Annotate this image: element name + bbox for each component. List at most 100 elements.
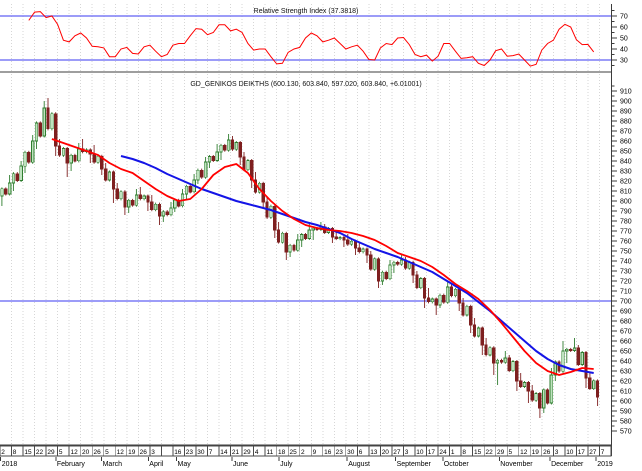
week-cell [160, 445, 174, 457]
price-tick-label: 670 [620, 329, 632, 336]
candle-up [549, 374, 554, 404]
gridlines [11, 4, 600, 445]
candle-up [127, 200, 131, 208]
candle-up [476, 327, 481, 337]
candle-up [69, 154, 73, 164]
price-panel-title: GD_GENIKOS DEIKTHS (600.130, 603.840, 59… [190, 81, 421, 88]
candle-down [38, 122, 42, 137]
candle-down [4, 188, 8, 195]
candle-down [250, 160, 254, 181]
candle-up [61, 148, 66, 156]
year-label: 2018 [2, 461, 18, 468]
week-day-label: 29 [497, 449, 505, 456]
candle-down [27, 151, 31, 163]
candle-down [526, 382, 531, 392]
candle-up [503, 357, 507, 363]
candle-down [365, 248, 369, 256]
candle-up [134, 194, 139, 206]
candle-up [453, 289, 458, 297]
candle-down [273, 205, 277, 231]
candle-up [234, 142, 238, 150]
week-day-label: 26 [140, 449, 148, 456]
month-label: May [178, 461, 192, 468]
price-tick-label: 800 [620, 199, 632, 206]
week-day-label: 14 [220, 449, 228, 456]
candle-up [572, 347, 577, 351]
week-day-label: 26 [94, 449, 102, 456]
ma-fast-red-line [51, 138, 594, 376]
week-day-label: 21 [232, 449, 240, 456]
candle-up [399, 259, 404, 265]
month-label: December [551, 461, 584, 468]
candle-up [142, 195, 146, 200]
rsi-panel-title: Relative Strength Index (37.3818) [254, 8, 359, 15]
week-day-label: 20 [82, 449, 90, 456]
candle-up [580, 352, 584, 365]
rsi-tick-label: 30 [620, 58, 628, 65]
week-day-label: 19 [532, 449, 540, 456]
candle-up [7, 182, 12, 195]
candle-up [196, 169, 200, 181]
candle-down [46, 107, 50, 130]
candle-up [361, 248, 365, 253]
week-day-label: 19 [128, 449, 136, 456]
price-tick-label: 570 [620, 429, 632, 436]
candle-down [396, 261, 400, 265]
candle-up [388, 264, 392, 279]
candle-up [380, 271, 385, 282]
candle-up [0, 188, 4, 197]
candle-down [230, 139, 235, 150]
candle-up [207, 156, 212, 163]
candle-down [461, 302, 465, 316]
price-tick-label: 770 [620, 229, 632, 236]
week-day-label: 29 [47, 449, 55, 456]
week-day-label: 17 [578, 449, 586, 456]
price-series-group [0, 98, 611, 418]
week-day-label: 22 [486, 449, 494, 456]
week-day-label: 12 [71, 449, 79, 456]
month-label: August [348, 461, 370, 468]
candle-down [188, 185, 192, 193]
price-tick-label: 620 [620, 379, 632, 386]
week-day-label: 3 [555, 449, 559, 456]
panel-borders [0, 4, 612, 456]
candle-down [569, 349, 573, 351]
candle-down [238, 142, 242, 158]
price-tick-label: 660 [620, 339, 632, 346]
candle-down [434, 298, 438, 306]
rsi-tick-label: 60 [620, 25, 628, 32]
candle-down [422, 278, 427, 299]
candle-down [150, 201, 154, 211]
price-tick-label: 720 [620, 279, 632, 286]
price-tick-label: 900 [620, 99, 632, 106]
candle-up [349, 240, 354, 245]
candle-down [73, 154, 77, 162]
price-plot-area[interactable] [0, 74, 611, 445]
price-tick-label: 910 [620, 89, 632, 96]
month-label: October [444, 461, 470, 468]
candle-down [104, 168, 108, 181]
rsi-tick-label: 40 [620, 47, 628, 54]
price-tick-label: 850 [620, 149, 632, 156]
candle-up [311, 228, 315, 231]
candle-up [96, 155, 100, 163]
candle-up [511, 361, 515, 372]
price-tick-label: 780 [620, 219, 632, 226]
price-tick-label: 690 [620, 309, 632, 316]
candle-down [469, 305, 473, 326]
candle-down [223, 145, 227, 151]
candle-down [303, 234, 308, 239]
candle-down [588, 377, 592, 389]
bottom-date-axis: 2 8 15 22 29 5 12 20 26 5 12 19 26 3 16 23 30 7 14 21 29 4 11 1… [0, 445, 613, 468]
price-tick-label: 890 [620, 109, 632, 116]
candle-down [538, 393, 542, 409]
candle-down [146, 195, 150, 203]
candle-down [353, 240, 358, 249]
week-day-label: 5 [509, 449, 513, 456]
price-tick-label: 810 [620, 189, 632, 196]
candle-down [54, 113, 58, 147]
price-tick-label: 790 [620, 209, 632, 216]
price-tick-label: 650 [620, 349, 632, 356]
candle-up [465, 305, 469, 316]
